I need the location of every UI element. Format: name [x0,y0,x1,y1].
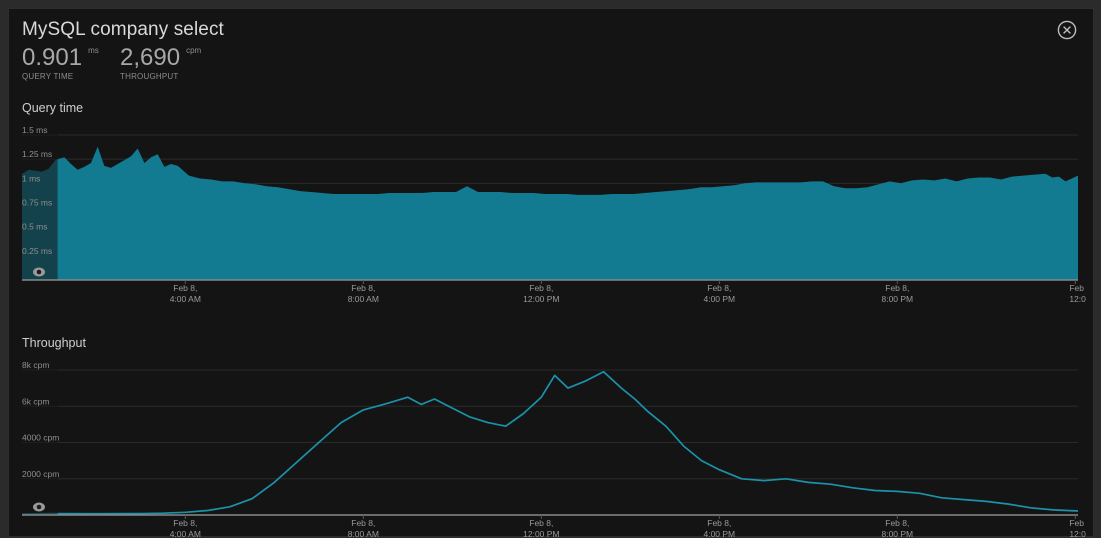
x-tick-label: Feb 8,8:00 PM [881,515,913,538]
x-tick-label: Feb 8,12:00 PM [523,515,560,538]
stat-value: 2,690 [120,44,181,71]
x-tick-time: 12:0 [1069,529,1086,538]
time-selection-overlay [22,358,58,515]
x-tick-label: Feb 8,4:00 PM [703,515,735,538]
y-tick-label: 1 ms [22,173,40,183]
x-tick-date: Feb 8, [707,283,731,293]
chart-title-throughput: Throughput [22,336,86,350]
y-tick-label: 4000 cpm [22,433,59,443]
y-tick-label: 8k cpm [22,360,49,370]
x-tick-time: 4:00 PM [703,529,735,538]
x-tick-time: 12:0 [1069,294,1086,304]
y-tick-label: 0.75 ms [22,198,52,208]
x-tick-label: Feb 8,4:00 AM [170,280,201,304]
eye-icon[interactable] [33,267,45,277]
x-tick-date: Feb 8, [529,283,553,293]
x-tick-time: 12:00 PM [523,294,559,304]
x-tick-date: Feb 8, [351,283,375,293]
x-tick-label: Feb 8,4:00 PM [703,280,735,304]
x-tick-time: 4:00 PM [703,294,735,304]
x-tick-label: Feb 8,8:00 PM [881,280,913,304]
y-tick-label: 2000 cpm [22,469,59,479]
x-tick-label: Feb 8,8:00 AM [348,515,379,538]
panel-title: MySQL company select [22,19,224,40]
y-tick-label: 1.5 ms [22,125,48,135]
x-tick-label: Feb 8,12:00 PM [523,280,560,304]
x-tick-time: 8:00 AM [348,529,379,538]
stat-query-time: 0.901 ms QUERY TIME [22,44,99,81]
stat-label: QUERY TIME [22,72,74,81]
throughput-line [22,370,1078,515]
stat-throughput: 2,690 cpm THROUGHPUT [120,44,201,81]
x-tick-time: 12:00 PM [523,529,559,538]
chart-title-query-time: Query time [22,101,84,115]
x-tick-date: Feb [1069,518,1084,528]
eye-icon[interactable] [33,502,45,512]
y-tick-label: 0.5 ms [22,222,48,232]
query-time-area [22,146,1078,280]
y-tick-label: 6k cpm [22,396,49,406]
y-tick-label: 0.25 ms [22,246,52,256]
x-tick-time: 8:00 AM [348,294,379,304]
close-button[interactable] [1057,20,1077,40]
y-tick-label: 1.25 ms [22,149,52,159]
close-circle-icon [1057,20,1077,40]
x-tick-time: 8:00 PM [881,529,913,538]
query-time-chart[interactable]: 0.25 ms 0.5 ms 0.75 ms 1 ms 1.25 ms 1.5 ms Feb… [9,109,1095,309]
stat-value: 0.901 [22,44,83,71]
x-tick-label: Feb 8,4:00 AM [170,515,201,538]
x-tick-time: 4:00 AM [170,529,201,538]
x-tick-date: Feb 8, [173,283,197,293]
x-tick-date: Feb 8, [885,283,909,293]
x-tick-date: Feb 8, [351,518,375,528]
x-tick-date: Feb 8, [173,518,197,528]
time-selection-overlay [22,123,58,280]
x-tick-date: Feb 8, [885,518,909,528]
stat-unit: cpm [186,45,202,55]
stat-label: THROUGHPUT [120,72,179,81]
x-tick-date: Feb 8, [529,518,553,528]
x-tick-date: Feb [1069,283,1084,293]
stat-unit: ms [88,45,99,55]
x-tick-time: 4:00 AM [170,294,201,304]
x-tick-date: Feb 8, [707,518,731,528]
transaction-detail-panel: MySQL company select 0.901 ms QUERY TIME … [8,8,1095,538]
x-tick-label: Feb 8,8:00 AM [348,280,379,304]
x-tick-time: 8:00 PM [881,294,913,304]
